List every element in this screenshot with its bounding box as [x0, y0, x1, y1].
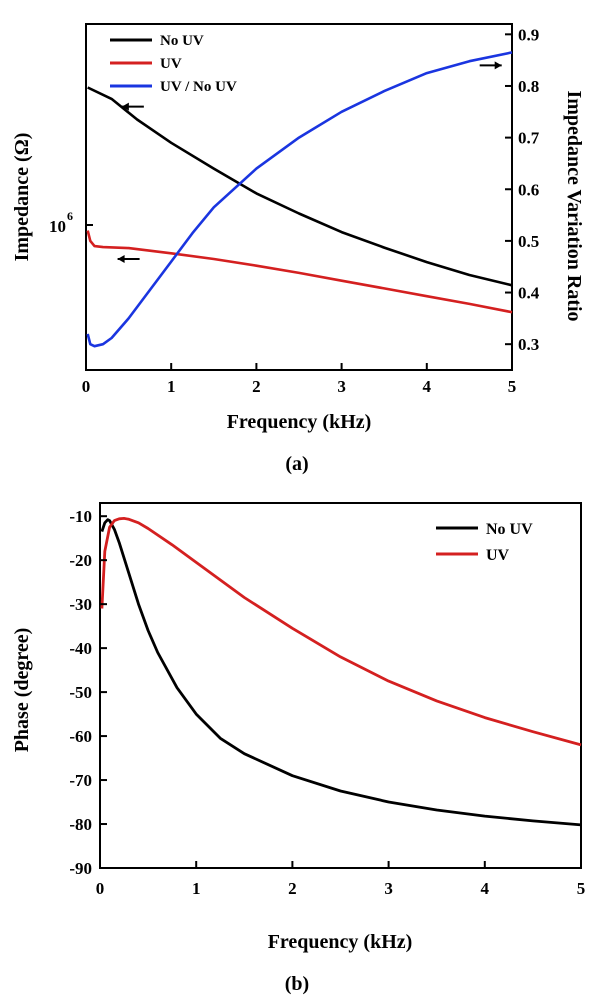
chart-a-frame — [85, 23, 513, 371]
chart-a-x-axis: 0 1 2 3 4 5 — [82, 363, 517, 396]
chart-b-y-tick-label: -40 — [69, 639, 92, 658]
chart-b-legend-label-uv: UV — [486, 547, 510, 564]
chart-a-left-tick-base: 10 — [49, 217, 66, 236]
chart-b-legend: No UV UV — [436, 521, 533, 564]
chart-a: 0 1 2 3 4 5 0.3 0.4 0.5 0.6 0.7 0.8 0.9 10 6 No UV U… — [11, 23, 585, 475]
chart-a-arrowhead-uv-no-uv — [494, 61, 502, 70]
chart-b-panel-label: (b) — [285, 973, 309, 995]
chart-b-y-label: Phase (degree) — [11, 628, 33, 753]
chart-b-x-axis: 0 1 2 3 4 5 — [96, 861, 586, 898]
chart-a-legend-label-no-uv: No UV — [160, 33, 204, 49]
chart-b-y-tick-label: -70 — [69, 771, 92, 790]
chart-a-left-axis: 10 6 — [49, 209, 93, 236]
chart-a-x-tick-label: 3 — [337, 377, 346, 396]
chart-a-right-tick-label: 0.9 — [518, 25, 539, 44]
chart-a-left-tick-exponent: 6 — [67, 209, 73, 223]
chart-b-x-tick-label: 0 — [96, 879, 105, 898]
chart-a-x-tick-label: 1 — [167, 377, 176, 396]
chart-a-right-axis: 0.3 0.4 0.5 0.6 0.7 0.8 0.9 — [505, 25, 540, 354]
chart-b-y-tick-label: -90 — [69, 859, 92, 878]
chart-a-legend: No UV UV UV / No UV — [110, 33, 237, 95]
chart-a-right-tick-label: 0.3 — [518, 335, 539, 354]
chart-b-y-axis: -10 -20 -30 -40 -50 -60 -70 -80 -90 — [69, 507, 107, 878]
chart-b-series-uv — [100, 517, 582, 747]
chart-a-left-y-label: Impedance (Ω) — [11, 133, 33, 262]
chart-a-series-group — [86, 51, 513, 348]
chart-a-x-tick-label: 2 — [252, 377, 261, 396]
chart-a-right-tick-label: 0.8 — [518, 77, 539, 96]
chart-a-series-no-uv — [87, 86, 513, 287]
chart-b-frame — [99, 502, 582, 869]
chart-a-panel-label: (a) — [285, 453, 308, 475]
chart-b-y-tick-label: -10 — [69, 507, 92, 526]
chart-b-x-tick-label: 4 — [481, 879, 490, 898]
chart-a-arrows — [117, 61, 502, 263]
chart-b-y-tick-label: -50 — [69, 683, 92, 702]
chart-a-legend-label-uv-no-uv: UV / No UV — [160, 79, 237, 95]
chart-a-x-tick-label: 5 — [508, 377, 517, 396]
chart-a-series-uv-no-uv — [86, 51, 513, 348]
chart-a-right-y-label: Impedance Variation Ratio — [563, 90, 585, 321]
chart-b-y-tick-label: -20 — [69, 551, 92, 570]
chart-b-legend-label-no-uv: No UV — [486, 521, 533, 538]
chart-b-y-tick-label: -60 — [69, 727, 92, 746]
chart-a-series-uv — [86, 230, 513, 314]
chart-a-x-tick-label: 0 — [82, 377, 91, 396]
chart-a-arrowhead-no-uv — [121, 102, 129, 111]
chart-b-x-tick-label: 2 — [288, 879, 297, 898]
chart-b: 0 1 2 3 4 5 -10 -20 -30 -40 -50 -60 -70 -80 -90 No UV… — [11, 502, 586, 995]
chart-b-series-no-uv — [100, 518, 582, 827]
chart-b-y-tick-label: -30 — [69, 595, 92, 614]
chart-a-right-tick-label: 0.7 — [518, 129, 540, 148]
chart-a-right-tick-label: 0.5 — [518, 232, 539, 251]
chart-a-right-tick-label: 0.4 — [518, 284, 540, 303]
chart-a-x-label: Frequency (kHz) — [227, 411, 372, 433]
chart-b-x-label: Frequency (kHz) — [268, 931, 413, 953]
chart-a-right-tick-label: 0.6 — [518, 180, 539, 199]
chart-b-y-tick-label: -80 — [69, 815, 92, 834]
chart-a-legend-label-uv: UV — [160, 56, 182, 72]
chart-b-x-tick-label: 3 — [384, 879, 393, 898]
chart-a-arrowhead-uv — [117, 254, 125, 263]
chart-b-series-group — [100, 517, 582, 827]
chart-b-x-tick-label: 5 — [577, 879, 586, 898]
chart-b-x-tick-label: 1 — [192, 879, 201, 898]
chart-a-x-tick-label: 4 — [423, 377, 432, 396]
